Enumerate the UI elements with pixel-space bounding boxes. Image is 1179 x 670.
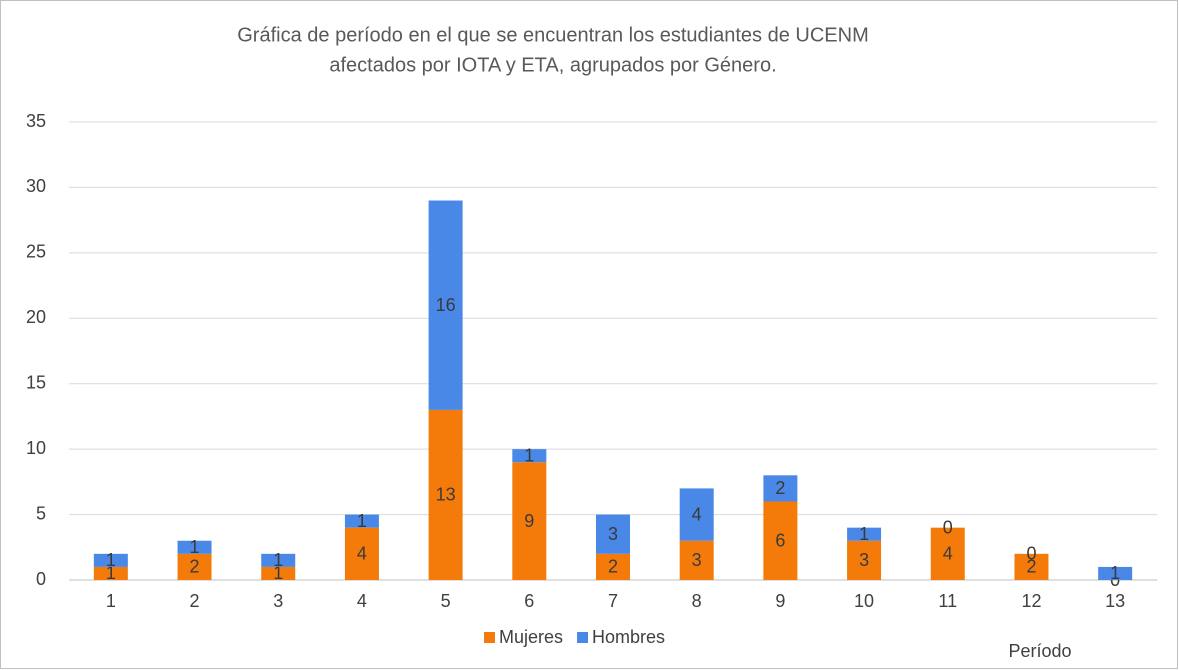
bar-segment: [1098, 566, 1133, 580]
data-label: 1: [273, 563, 283, 583]
data-label: 2: [608, 557, 618, 577]
bar-segment: [679, 488, 714, 541]
x-tick-label: 8: [692, 591, 702, 611]
bar-segment: [763, 475, 798, 502]
data-label: 1: [1110, 563, 1120, 583]
bar-segment: [512, 462, 547, 580]
bar-segment: [596, 553, 630, 580]
data-label: 4: [692, 504, 702, 524]
bar-segment: [930, 527, 965, 580]
x-tick-label: 13: [1105, 591, 1125, 611]
data-label: 3: [692, 550, 702, 570]
bar-segment: [93, 566, 128, 580]
data-label: 1: [524, 445, 534, 465]
data-label: 9: [524, 511, 534, 531]
bar-segment: [177, 553, 212, 580]
x-tick-label: 7: [608, 591, 618, 611]
x-tick-label: 3: [273, 591, 283, 611]
bar-segment: [1014, 553, 1049, 580]
chart-title: afectados por IOTA y ETA, agrupados por …: [329, 54, 776, 76]
bar-segment: [679, 540, 714, 580]
legend-swatch: [484, 632, 495, 643]
y-tick-label: 20: [26, 307, 46, 327]
data-label: 1: [273, 550, 283, 570]
data-label: 1: [190, 537, 200, 557]
data-label: 4: [357, 544, 367, 564]
x-tick-label: 12: [1021, 591, 1041, 611]
bar-segment: [177, 540, 212, 554]
x-tick-label: 11: [938, 591, 957, 611]
bar-segment: [428, 409, 463, 580]
bar-segment: [344, 514, 379, 528]
bar-segment: [261, 566, 296, 580]
chart-title: Gráfica de período en el que se encuentr…: [237, 24, 868, 46]
y-tick-label: 35: [26, 111, 46, 131]
y-tick-label: 10: [26, 438, 46, 458]
y-tick-label: 25: [26, 242, 46, 262]
bar-segment: [93, 553, 128, 567]
x-tick-label: 9: [775, 591, 785, 611]
bar-segment: [763, 501, 798, 580]
x-tick-label: 5: [441, 591, 451, 611]
data-label: 1: [859, 524, 869, 544]
data-label: 0: [1026, 544, 1036, 564]
data-label: 16: [436, 295, 456, 315]
x-tick-label: 6: [524, 591, 534, 611]
y-tick-label: 15: [26, 372, 46, 392]
x-tick-label: 10: [854, 591, 874, 611]
legend-label: Hombres: [592, 627, 665, 647]
data-label: 1: [106, 563, 116, 583]
bar-segment: [344, 527, 379, 580]
x-tick-label: 1: [106, 591, 116, 611]
data-label: 2: [775, 478, 785, 498]
bar-segment: [428, 200, 463, 410]
y-tick-label: 5: [36, 503, 46, 523]
bar-segment: [847, 540, 882, 580]
legend-swatch: [577, 632, 589, 643]
x-tick-label: 2: [190, 591, 200, 611]
bar-segment: [596, 514, 630, 554]
data-label: 3: [608, 524, 618, 544]
data-label: 2: [190, 557, 200, 577]
x-axis-label: Período: [1008, 641, 1071, 661]
y-tick-label: 0: [36, 569, 46, 589]
x-tick-label: 4: [357, 591, 367, 611]
data-label: 1: [106, 550, 116, 570]
bar-segment: [512, 449, 547, 463]
bar-segment: [261, 553, 296, 567]
y-tick-label: 30: [26, 176, 46, 196]
bar-segment: [847, 527, 882, 541]
data-label: 0: [943, 517, 953, 537]
data-label: 13: [436, 485, 456, 505]
data-label: 6: [775, 530, 785, 550]
data-label: 2: [1026, 557, 1036, 577]
data-label: 1: [357, 511, 367, 531]
legend-label: Mujeres: [499, 627, 563, 647]
data-label: 4: [943, 544, 953, 564]
data-label: 3: [859, 550, 869, 570]
